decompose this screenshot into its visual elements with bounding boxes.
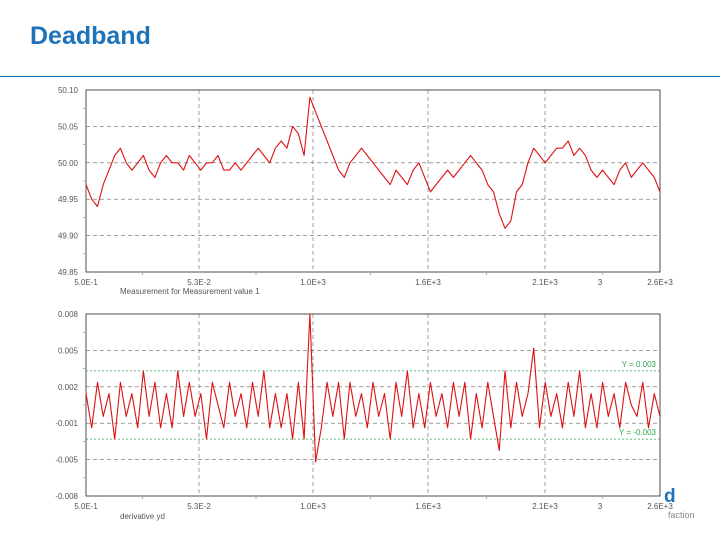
x-tick-label: 3 (598, 502, 603, 511)
company-logo-mark: d (664, 486, 676, 507)
y-tick-label: 0.005 (58, 346, 79, 355)
x-axis-label: derivative yd (120, 512, 165, 521)
plot-frame (85, 313, 661, 497)
y-tick-label: -0.005 (55, 456, 78, 465)
y-tick-label: 0.002 (58, 383, 79, 392)
x-tick-label: 5.0E-1 (74, 502, 98, 511)
x-tick-label: 2.1E+3 (532, 502, 558, 511)
y-tick-label: 50.00 (58, 159, 79, 168)
series-line (85, 313, 661, 463)
y-tick-label: 49.95 (58, 195, 79, 204)
threshold-label: Y = -0.003 (619, 428, 657, 437)
x-tick-label: 5.0E-1 (74, 278, 98, 287)
plot-frame (85, 89, 661, 273)
x-tick-label: 1.6E+3 (415, 502, 441, 511)
y-tick-label: 49.90 (58, 232, 79, 241)
threshold-label: Y = 0.003 (622, 360, 657, 369)
x-tick-label: 1.0E+3 (300, 502, 326, 511)
y-tick-label: 50.10 (58, 86, 79, 95)
y-tick-label: -0.001 (55, 419, 78, 428)
x-tick-label: 2.6E+3 (647, 278, 673, 287)
x-tick-label: 5.3E-2 (187, 278, 211, 287)
y-tick-label: -0.008 (55, 492, 78, 501)
x-tick-label: 5.3E-2 (187, 502, 211, 511)
x-tick-label: 2.1E+3 (532, 278, 558, 287)
y-tick-label: 50.05 (58, 122, 79, 131)
x-axis-label: Measurement for Measurement value 1 (120, 287, 260, 296)
y-tick-label: 0.008 (58, 310, 79, 319)
y-tick-label: 49.85 (58, 268, 79, 277)
x-tick-label: 1.6E+3 (415, 278, 441, 287)
x-tick-label: 1.0E+3 (300, 278, 326, 287)
slide-title: Deadband (30, 22, 151, 50)
title-divider (0, 76, 720, 77)
company-logo-text: faction (668, 510, 695, 520)
series-line (85, 96, 661, 229)
x-tick-label: 2.6E+3 (647, 502, 673, 511)
x-tick-label: 3 (598, 278, 603, 287)
